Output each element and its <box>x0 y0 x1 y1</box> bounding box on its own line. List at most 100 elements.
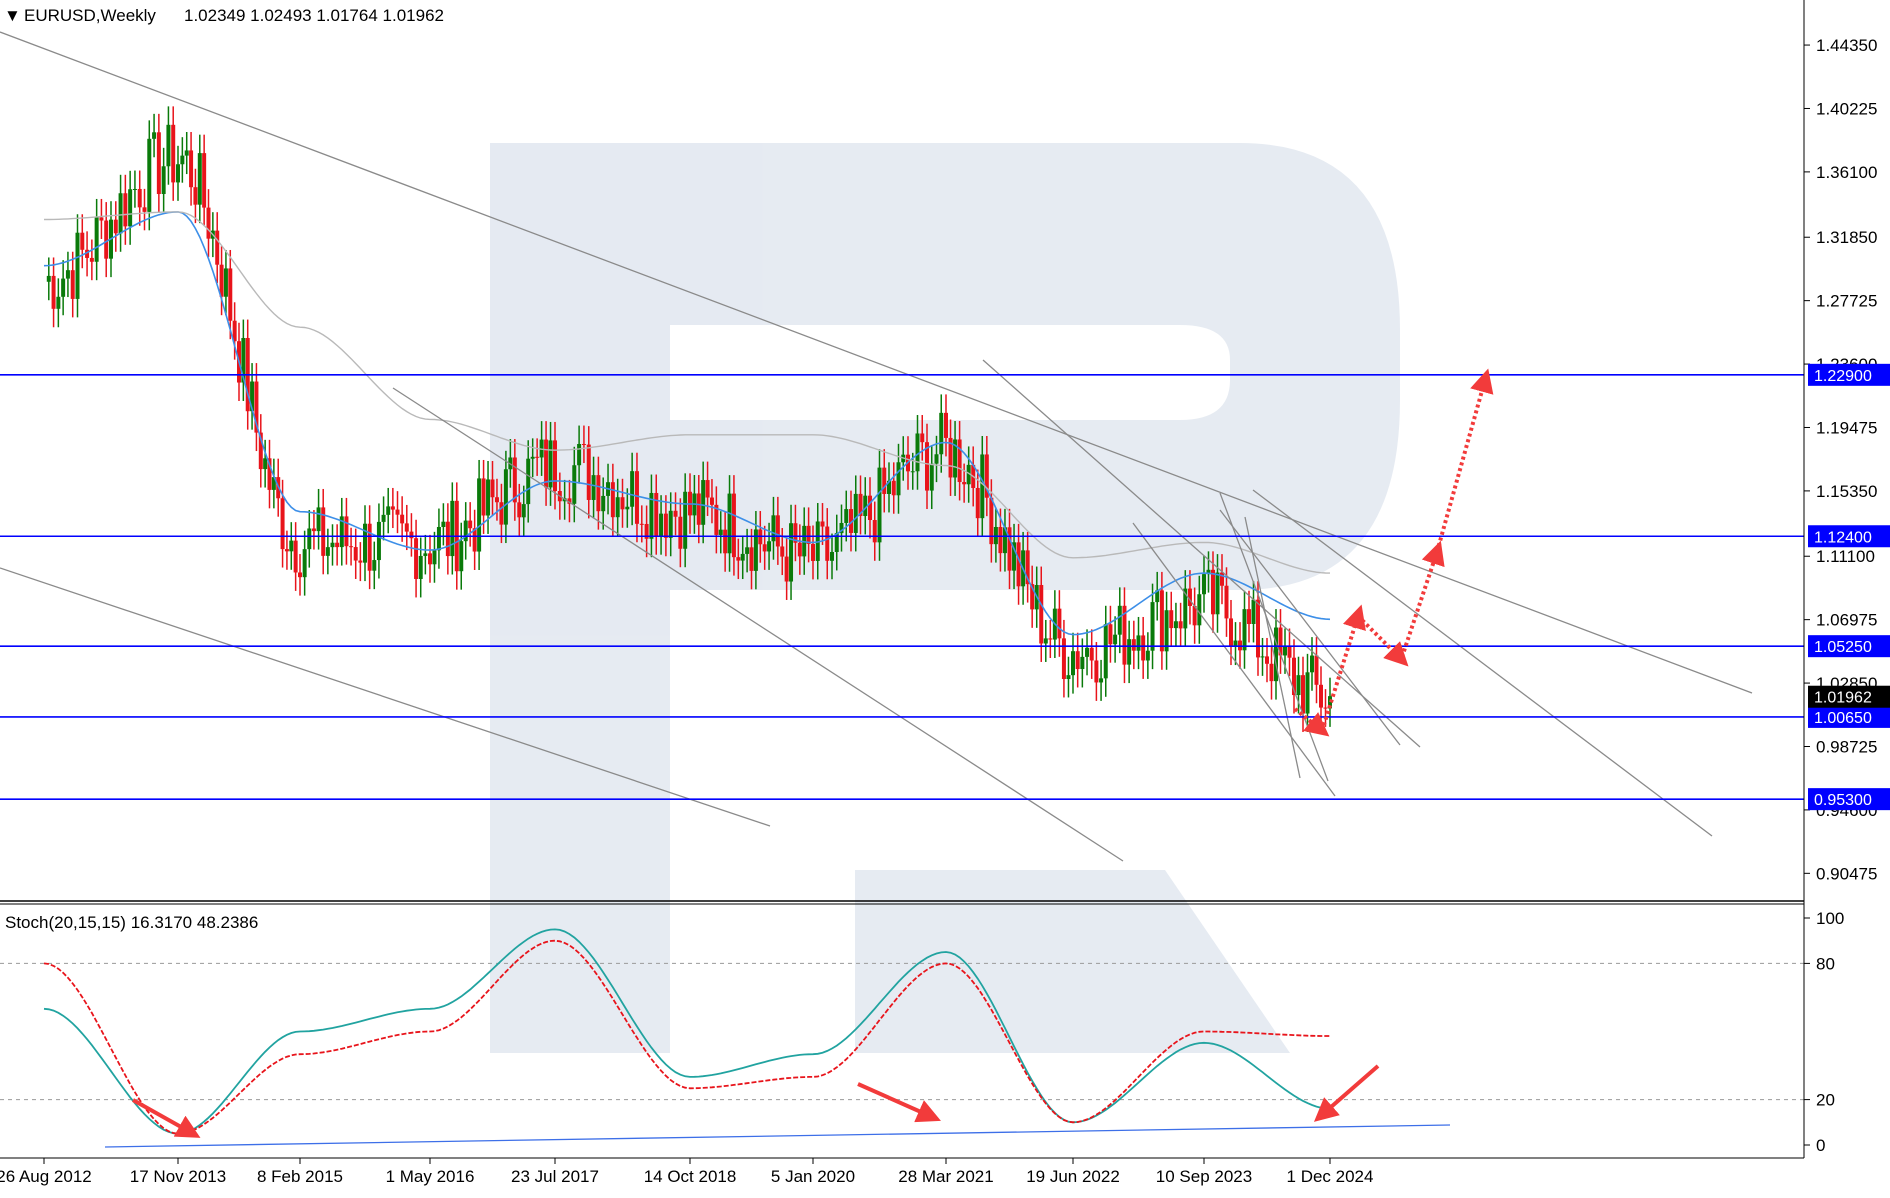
time-tick-label: 8 Feb 2015 <box>257 1167 343 1186</box>
candle-body <box>610 482 615 518</box>
candle-body <box>1113 634 1118 645</box>
candle-body <box>1220 572 1224 586</box>
candle-body <box>806 525 811 544</box>
candle-body <box>1012 542 1017 571</box>
candle-body <box>61 278 66 297</box>
candle-body <box>615 497 620 518</box>
candle-body <box>1178 621 1183 629</box>
candle-body <box>499 502 504 525</box>
time-axis[interactable]: 26 Aug 2012 17 Nov 2013 8 Feb 2015 1 May 20… <box>0 1158 1373 1186</box>
candle-body <box>1099 678 1104 683</box>
price-tick-label: 0.90475 <box>1816 864 1877 883</box>
candle-body <box>477 478 482 552</box>
time-tick-label: 19 Jun 2022 <box>1026 1167 1120 1186</box>
level-badge <box>1808 363 1890 386</box>
candle-body <box>390 506 395 510</box>
candle-body <box>1206 569 1211 575</box>
time-tick-label: 14 Oct 2018 <box>644 1167 737 1186</box>
candle-body <box>284 549 289 552</box>
candle-body <box>517 502 522 518</box>
annotation-arrow <box>1313 1064 1380 1122</box>
candle-body <box>215 230 220 265</box>
candle-body <box>1117 605 1122 635</box>
candle-body <box>1278 627 1283 656</box>
candle-body <box>1169 610 1174 629</box>
level-badge-label: 1.05250 <box>1814 639 1872 656</box>
candle-body <box>581 443 586 445</box>
trend-line <box>1252 489 1713 837</box>
stochastic-signal-line <box>43 939 1330 1135</box>
collapse-triangle-icon[interactable]: ▼ <box>4 6 21 25</box>
candle-body <box>206 207 211 239</box>
candle-body <box>94 217 99 262</box>
candle-body <box>293 540 298 573</box>
price-tick-label: 1.27725 <box>1816 292 1877 311</box>
candle-body <box>503 469 508 525</box>
candle-body <box>1296 675 1301 696</box>
price-tick-label: 1.40225 <box>1816 99 1877 118</box>
candle-body <box>1305 672 1310 714</box>
candle-body <box>171 124 176 183</box>
candle-body <box>762 544 767 552</box>
candle-body <box>586 444 591 500</box>
candle-body <box>1283 646 1287 656</box>
price-tick-label: 1.36100 <box>1816 163 1877 182</box>
oscillator-tick-label: 20 <box>1816 1091 1835 1110</box>
candle-body <box>450 500 455 557</box>
candle-body <box>271 477 276 490</box>
candle-body <box>468 520 473 529</box>
candle-body <box>1071 651 1075 676</box>
candle-body <box>673 510 678 517</box>
candle-body <box>1131 639 1136 651</box>
candle-body <box>376 521 381 561</box>
candle-body <box>572 465 577 504</box>
candle-body <box>1103 624 1108 679</box>
forecast-arrow <box>1356 614 1409 667</box>
candle-body <box>644 523 649 539</box>
candle-body <box>953 439 958 478</box>
candle-body <box>830 551 834 561</box>
candle-body <box>512 457 517 503</box>
candle-body <box>767 541 772 552</box>
candle-body <box>1030 584 1035 610</box>
price-axis[interactable]: 1.443501.402251.361001.318501.277251.236… <box>1804 36 1877 883</box>
candle-body <box>223 268 228 297</box>
candle-body <box>1155 590 1160 603</box>
candle-body <box>358 560 363 563</box>
annotation-arrow <box>132 1098 201 1138</box>
candle-body <box>404 523 409 532</box>
candle-body <box>1002 527 1007 554</box>
candle-body <box>1159 590 1164 652</box>
candle-body <box>156 132 161 195</box>
candle-body <box>1089 647 1094 661</box>
indicator-label: Stoch(20,15,15) 16.3170 48.2386 <box>5 913 258 932</box>
support-resistance-levels[interactable]: 1.22900 1.12400 1.05250 1.00650 0.95300 1.019… <box>0 363 1890 811</box>
candle-body <box>486 479 491 516</box>
candle-body <box>428 553 432 565</box>
candle-body <box>797 542 802 557</box>
candle-body <box>1292 657 1296 696</box>
candle-body <box>858 493 863 517</box>
candle-body <box>432 550 437 565</box>
candle-body <box>414 538 419 579</box>
ohlc-values: 1.02349 1.02493 1.01764 1.01962 <box>184 6 444 25</box>
level-badge <box>1808 635 1890 658</box>
candle-body <box>232 320 237 342</box>
candle-body <box>280 498 285 550</box>
candle-body <box>1039 585 1044 644</box>
candle-body <box>1211 569 1215 615</box>
trend-line <box>1132 522 1336 797</box>
candle-body <box>330 542 335 548</box>
candle-body <box>714 504 719 535</box>
candle-body <box>219 264 224 297</box>
price-series <box>43 106 1332 732</box>
candle-body <box>1260 656 1265 658</box>
candle-body <box>553 440 557 491</box>
candle-body <box>472 528 477 552</box>
candle-body <box>727 493 732 554</box>
candle-body <box>436 526 441 551</box>
candle-body <box>731 493 736 558</box>
candle-body <box>1016 542 1021 587</box>
candle-body <box>1323 707 1328 709</box>
